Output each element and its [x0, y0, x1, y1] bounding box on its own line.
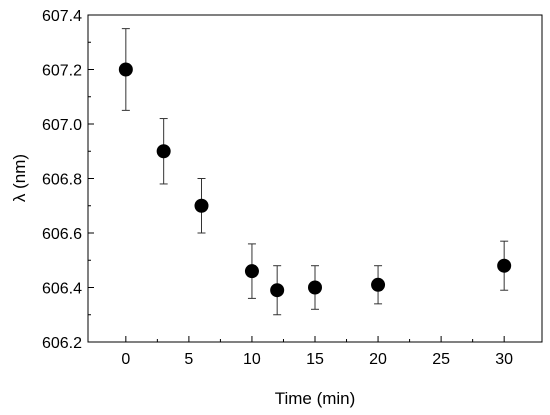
- point-marker: [244, 264, 259, 279]
- data-point: [371, 265, 386, 305]
- y-tick-label: 606.6: [42, 226, 82, 243]
- x-tick-label: 30: [495, 351, 513, 368]
- y-axis-label: λ (nm): [10, 154, 29, 202]
- data-point: [270, 265, 285, 316]
- y-tick-label: 607.0: [42, 117, 82, 134]
- point-marker: [497, 258, 512, 273]
- x-tick-label: 5: [184, 351, 193, 368]
- y-tick-label: 607.2: [42, 63, 82, 80]
- x-tick-label: 25: [432, 351, 450, 368]
- point-marker: [118, 62, 133, 77]
- y-axis: 606.2 606.4 606.6 606.8 607.0 607.2 607.4: [42, 8, 94, 352]
- y-tick-label: 606.4: [42, 281, 82, 298]
- y-tick-label: 607.4: [42, 8, 82, 25]
- data-series: [118, 28, 512, 316]
- point-marker: [194, 198, 209, 213]
- data-point: [118, 28, 133, 111]
- x-tick-label: 15: [306, 351, 324, 368]
- data-point: [244, 243, 259, 299]
- y-tick-label: 606.8: [42, 172, 82, 189]
- point-marker: [308, 280, 322, 295]
- y-tick-label: 606.2: [42, 335, 82, 352]
- x-tick-label: 0: [121, 351, 130, 368]
- point-marker: [371, 277, 386, 292]
- point-marker: [156, 144, 171, 159]
- point-marker: [270, 283, 285, 298]
- data-point: [194, 178, 209, 234]
- x-tick-label: 20: [369, 351, 387, 368]
- x-tick-label: 10: [243, 351, 261, 368]
- data-point: [497, 240, 512, 291]
- data-point: [156, 118, 171, 185]
- x-axis: 0 5 10 15 20 25 30: [121, 336, 513, 368]
- data-point: [308, 265, 322, 310]
- x-axis-label: Time (min): [275, 389, 356, 408]
